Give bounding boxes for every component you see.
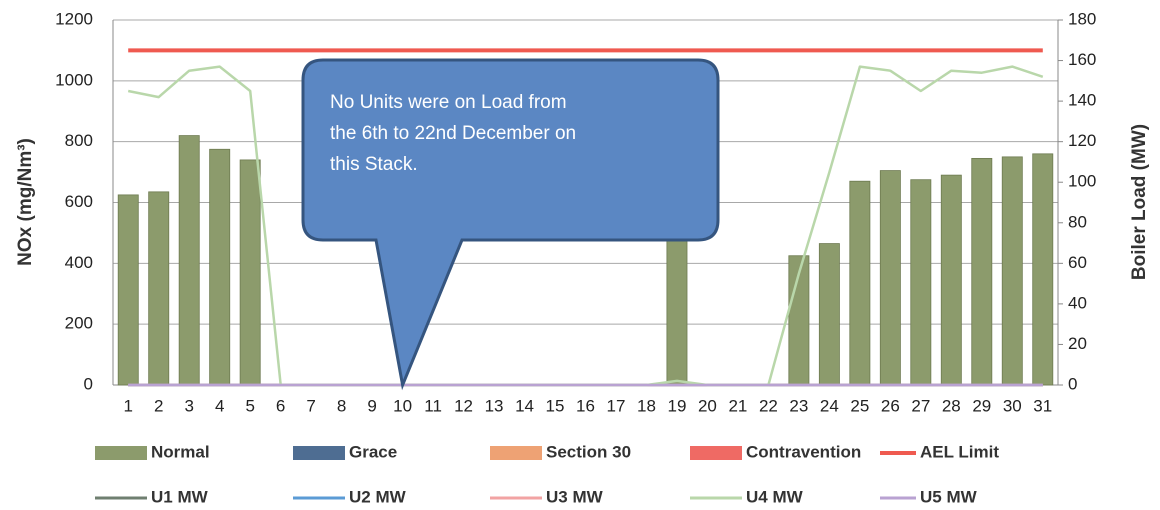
y2-tick-label: 60 bbox=[1068, 253, 1087, 272]
x-tick-label: 29 bbox=[972, 396, 991, 415]
callout-text: this Stack. bbox=[330, 154, 418, 175]
legend-text: U1 MW bbox=[151, 487, 209, 506]
x-tick-label: 24 bbox=[820, 396, 839, 415]
x-tick-label: 6 bbox=[276, 396, 285, 415]
legend-text: AEL Limit bbox=[920, 442, 999, 461]
x-tick-label: 27 bbox=[911, 396, 930, 415]
callout-text: the 6th to 22nd December on bbox=[330, 123, 576, 144]
legend-text: U5 MW bbox=[920, 487, 978, 506]
x-tick-label: 10 bbox=[393, 396, 412, 415]
x-tick-label: 23 bbox=[789, 396, 808, 415]
x-tick-label: 13 bbox=[485, 396, 504, 415]
bar bbox=[178, 135, 200, 386]
legend-text: U3 MW bbox=[546, 487, 604, 506]
x-tick-label: 2 bbox=[154, 396, 163, 415]
y-axis-title: NOx (mg/Nm³) bbox=[15, 138, 36, 266]
bar bbox=[818, 243, 840, 386]
x-tick-label: 21 bbox=[728, 396, 747, 415]
legend-text: Section 30 bbox=[546, 442, 631, 461]
x-tick-label: 9 bbox=[367, 396, 376, 415]
bar bbox=[879, 170, 901, 386]
legend-text: Grace bbox=[349, 442, 397, 461]
x-tick-label: 4 bbox=[215, 396, 224, 415]
legend-text: Normal bbox=[151, 442, 210, 461]
x-tick-label: 22 bbox=[759, 396, 778, 415]
legend-swatch bbox=[490, 446, 542, 460]
legend-swatch bbox=[95, 446, 147, 460]
x-tick-label: 25 bbox=[850, 396, 869, 415]
x-tick-label: 7 bbox=[306, 396, 315, 415]
x-tick-label: 19 bbox=[667, 396, 686, 415]
x-tick-label: 30 bbox=[1003, 396, 1022, 415]
x-tick-label: 3 bbox=[184, 396, 193, 415]
y2-tick-label: 160 bbox=[1068, 50, 1096, 69]
y2-axis-title: Boiler Load (MW) bbox=[1129, 124, 1150, 280]
y2-tick-label: 0 bbox=[1068, 374, 1077, 393]
bar bbox=[971, 157, 993, 386]
x-tick-label: 16 bbox=[576, 396, 595, 415]
callout-shape bbox=[301, 58, 720, 391]
callout: No Units were on Load from the 6th to 22n… bbox=[301, 58, 720, 391]
legend-text: Contravention bbox=[746, 442, 861, 461]
y-tick-label: 0 bbox=[84, 374, 93, 393]
y-tick-label: 1200 bbox=[55, 9, 93, 28]
legend-swatch bbox=[293, 446, 345, 460]
bar bbox=[849, 180, 871, 386]
y-tick-label: 600 bbox=[65, 192, 93, 211]
bar bbox=[1032, 153, 1054, 386]
bar bbox=[239, 159, 261, 386]
x-tick-label: 18 bbox=[637, 396, 656, 415]
legend-swatch bbox=[690, 446, 742, 460]
x-tick-label: 8 bbox=[337, 396, 346, 415]
x-tick-label: 14 bbox=[515, 396, 534, 415]
y2-tick-label: 180 bbox=[1068, 9, 1096, 28]
y-tick-label: 800 bbox=[65, 131, 93, 150]
bar bbox=[910, 179, 932, 386]
x-tick-label: 26 bbox=[881, 396, 900, 415]
x-tick-label: 5 bbox=[245, 396, 254, 415]
legend-text: U4 MW bbox=[746, 487, 804, 506]
x-tick-label: 12 bbox=[454, 396, 473, 415]
bar bbox=[209, 148, 231, 386]
y2-tick-label: 20 bbox=[1068, 334, 1087, 353]
x-tick-label: 1 bbox=[124, 396, 133, 415]
bar bbox=[148, 191, 170, 386]
y2-tick-label: 40 bbox=[1068, 293, 1087, 312]
y-tick-label: 200 bbox=[65, 314, 93, 333]
x-tick-label: 17 bbox=[607, 396, 626, 415]
x-tick-label: 20 bbox=[698, 396, 717, 415]
bar bbox=[940, 174, 962, 386]
y2-tick-label: 140 bbox=[1068, 91, 1096, 110]
y2-tick-label: 120 bbox=[1068, 131, 1096, 150]
bar bbox=[117, 194, 139, 386]
x-tick-label: 15 bbox=[546, 396, 565, 415]
x-tick-label: 28 bbox=[942, 396, 961, 415]
x-tick-label: 11 bbox=[424, 396, 442, 415]
callout-text: No Units were on Load from bbox=[330, 92, 567, 113]
bar bbox=[1001, 156, 1023, 386]
y-tick-label: 1000 bbox=[55, 70, 93, 89]
y-tick-label: 400 bbox=[65, 253, 93, 272]
y2-tick-label: 80 bbox=[1068, 212, 1087, 231]
x-tick-label: 31 bbox=[1033, 396, 1052, 415]
y2-tick-label: 100 bbox=[1068, 172, 1096, 191]
legend-text: U2 MW bbox=[349, 487, 407, 506]
